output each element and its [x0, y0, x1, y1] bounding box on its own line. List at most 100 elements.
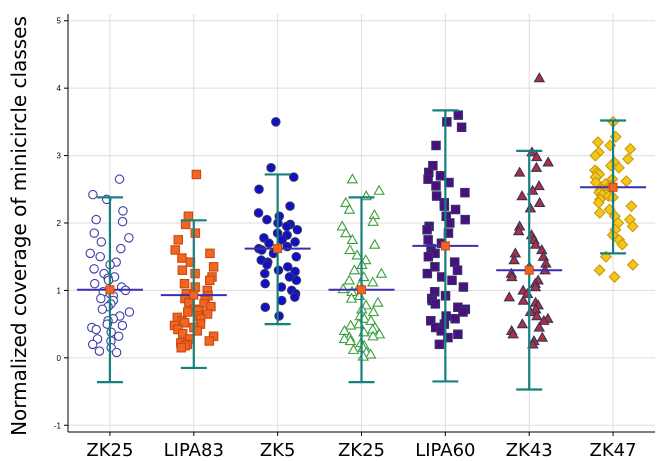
- data-point: [344, 335, 357, 346]
- data-point: [336, 220, 348, 231]
- data-point: [621, 152, 635, 165]
- data-point: [254, 184, 264, 195]
- data-point: [285, 201, 295, 211]
- mean-marker: [608, 182, 618, 192]
- x-tick-label: ZK25: [86, 440, 133, 461]
- data-point: [291, 251, 302, 262]
- data-point: [533, 72, 546, 83]
- data-point: [625, 200, 638, 213]
- data-point: [111, 347, 122, 358]
- mean-marker: [440, 241, 450, 251]
- x-tick-label: ZK5: [260, 440, 296, 461]
- data-point: [508, 254, 520, 265]
- x-tick-label: LIPA60: [415, 440, 475, 461]
- data-point: [422, 268, 433, 279]
- data-point: [257, 245, 267, 255]
- data-point: [271, 117, 281, 127]
- data-point: [348, 264, 361, 275]
- data-point: [599, 250, 612, 263]
- data-point: [538, 314, 550, 325]
- data-point: [176, 342, 187, 353]
- group-1: [160, 169, 227, 370]
- data-point: [113, 331, 124, 342]
- data-point: [422, 224, 432, 235]
- data-point: [445, 218, 455, 228]
- data-point: [290, 237, 300, 247]
- group-3: [328, 173, 395, 384]
- x-tick-label: ZK43: [506, 440, 553, 461]
- data-point: [533, 179, 545, 191]
- data-point: [365, 314, 377, 325]
- data-point: [542, 156, 554, 167]
- group-4: [412, 109, 479, 383]
- data-point: [452, 265, 463, 275]
- mean-marker: [357, 285, 366, 295]
- data-point: [372, 296, 384, 307]
- data-point: [85, 248, 96, 259]
- data-point: [117, 216, 128, 227]
- group-0: [76, 174, 143, 384]
- data-point: [527, 338, 539, 349]
- data-point: [589, 149, 602, 162]
- data-point: [91, 214, 101, 225]
- data-point: [205, 248, 215, 259]
- data-point: [536, 331, 549, 342]
- data-point: [620, 175, 633, 188]
- mean-marker: [524, 265, 534, 275]
- data-point: [453, 110, 464, 120]
- data-point: [593, 206, 606, 219]
- data-point: [516, 190, 528, 201]
- data-point: [89, 264, 99, 274]
- y-tick-label: 0: [57, 354, 62, 363]
- data-point: [517, 294, 530, 305]
- mean-marker: [273, 244, 283, 254]
- y-tick-label: 3: [57, 152, 62, 161]
- data-point: [533, 321, 546, 332]
- data-point: [375, 267, 388, 278]
- data-point: [177, 328, 188, 339]
- data-point: [177, 265, 188, 275]
- y-tick-label: 4: [57, 84, 62, 93]
- data-point: [282, 262, 293, 272]
- data-point: [507, 328, 519, 339]
- x-tick-label: ZK47: [590, 440, 637, 461]
- data-point: [531, 310, 543, 321]
- y-tick-label: -1: [54, 421, 62, 430]
- data-point: [367, 276, 379, 287]
- data-point: [340, 196, 352, 207]
- data-point: [626, 220, 639, 233]
- data-point: [423, 174, 433, 184]
- data-point: [346, 233, 359, 245]
- data-point: [512, 225, 525, 236]
- data-point: [118, 206, 128, 216]
- data-point: [177, 253, 187, 263]
- y-axis-label: Normalized coverage of minicircle classe…: [7, 16, 31, 436]
- y-tick-label: 2: [57, 219, 62, 228]
- data-point: [191, 169, 202, 180]
- data-point: [292, 224, 303, 235]
- data-point: [266, 162, 276, 173]
- data-point: [190, 228, 201, 238]
- data-point: [368, 208, 381, 220]
- data-point: [443, 332, 453, 343]
- data-point: [593, 264, 606, 277]
- data-point: [423, 235, 433, 245]
- x-tick-label: ZK25: [338, 440, 385, 461]
- data-point: [170, 245, 180, 255]
- data-point: [262, 260, 272, 270]
- data-point: [367, 330, 379, 341]
- data-point: [180, 219, 191, 230]
- group-5: [496, 72, 563, 391]
- data-point: [530, 150, 543, 162]
- data-point: [450, 204, 461, 215]
- data-point: [351, 249, 363, 260]
- data-point: [443, 228, 454, 238]
- data-point: [347, 343, 360, 354]
- data-point: [430, 262, 440, 272]
- data-point: [276, 295, 287, 306]
- data-point: [460, 187, 470, 198]
- data-point: [346, 173, 359, 184]
- data-point: [88, 189, 98, 200]
- data-point: [204, 275, 215, 286]
- data-point: [290, 292, 300, 302]
